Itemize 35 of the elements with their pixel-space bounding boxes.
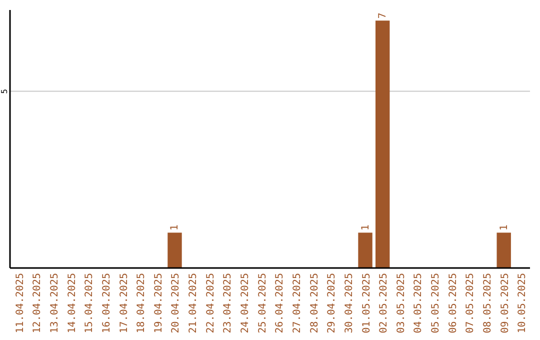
x-tick-label: 24.04.2025 xyxy=(240,273,252,334)
x-tick-label: 05.05.2025 xyxy=(430,273,442,334)
data-label: 1 xyxy=(170,224,181,231)
x-tick-label: 08.05.2025 xyxy=(482,273,494,334)
x-tick-label: 25.04.2025 xyxy=(257,273,268,334)
x-tick-label: 14.04.2025 xyxy=(66,273,78,334)
x-tick-label: 17.04.2025 xyxy=(118,273,130,334)
x-tick-label: 18.04.2025 xyxy=(136,273,148,334)
data-label: 1 xyxy=(498,224,510,231)
x-tick-label: 10.05.2025 xyxy=(517,273,528,334)
x-tick-label: 04.05.2025 xyxy=(413,273,424,334)
x-tick-label: 01.05.2025 xyxy=(361,273,372,334)
x-tick-label: 07.05.2025 xyxy=(465,273,476,334)
x-tick-label: 28.04.2025 xyxy=(309,273,320,334)
x-tick-label: 11.04.2025 xyxy=(14,273,26,334)
x-tick-label: 27.04.2025 xyxy=(292,273,303,334)
x-tick-label: 09.05.2025 xyxy=(500,273,511,334)
x-tick-label: 15.04.2025 xyxy=(84,273,96,334)
x-tick-label: 19.04.2025 xyxy=(153,273,164,334)
data-label: 7 xyxy=(378,12,389,19)
x-tick-label: 29.04.2025 xyxy=(326,273,338,334)
x-tick-label: 21.04.2025 xyxy=(188,273,200,334)
x-tick-label: 23.04.2025 xyxy=(222,273,234,334)
x-tick-label: 02.05.2025 xyxy=(378,273,390,334)
x-tick-label: 30.04.2025 xyxy=(344,273,355,334)
x-tick-label: 20.04.2025 xyxy=(170,273,182,334)
y-tick-label: 5 xyxy=(0,88,9,94)
x-tick-label: 22.04.2025 xyxy=(205,273,216,334)
x-tick-label: 26.04.2025 xyxy=(274,273,286,334)
x-tick-label: 16.04.2025 xyxy=(101,273,112,334)
x-tick-label: 13.04.2025 xyxy=(49,273,60,334)
x-tick-label: 06.05.2025 xyxy=(448,273,459,334)
x-tick-label: 03.05.2025 xyxy=(396,273,407,334)
data-label: 1 xyxy=(360,224,372,231)
x-tick-label: 12.04.2025 xyxy=(32,273,44,334)
